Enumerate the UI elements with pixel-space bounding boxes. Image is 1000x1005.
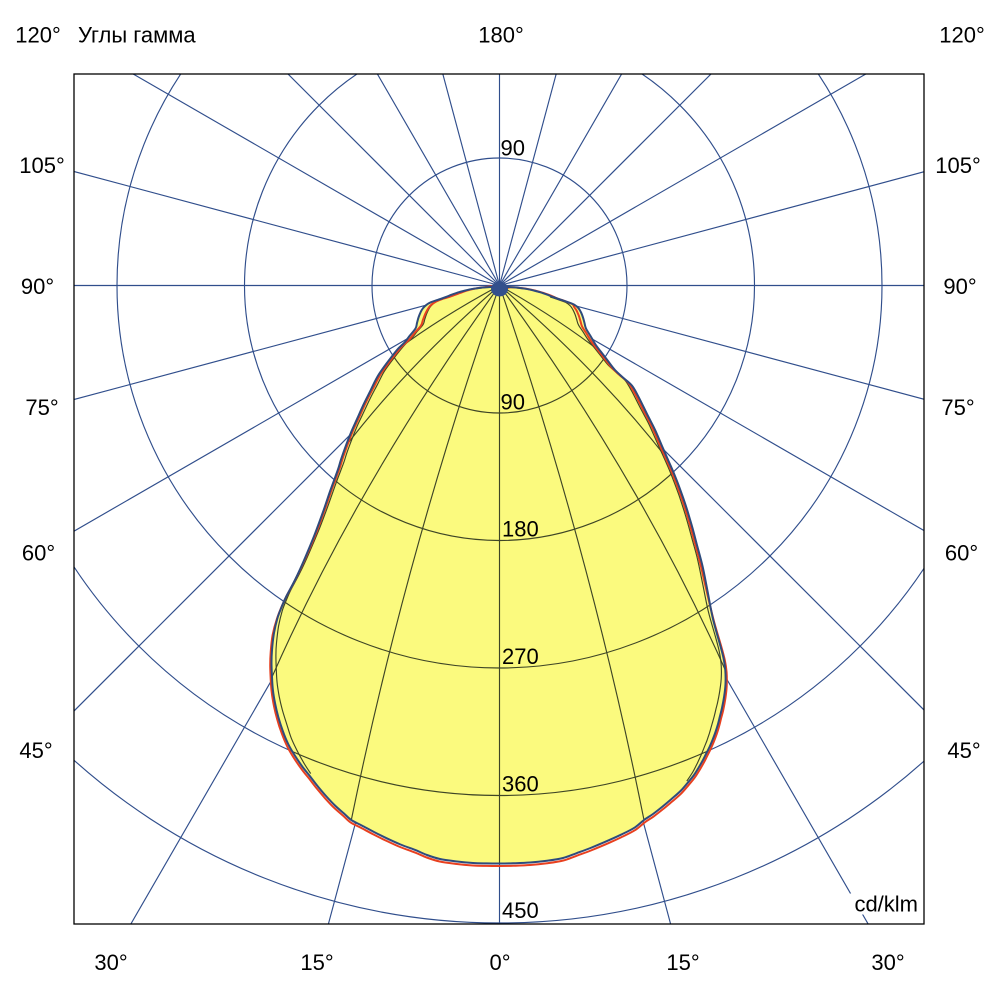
svg-text:60°: 60° bbox=[945, 541, 978, 566]
svg-text:15°: 15° bbox=[300, 950, 333, 975]
svg-text:cd/klm: cd/klm bbox=[854, 892, 918, 917]
svg-text:15°: 15° bbox=[666, 950, 699, 975]
svg-text:90: 90 bbox=[501, 390, 525, 415]
svg-text:60°: 60° bbox=[22, 541, 55, 566]
svg-text:120°: 120° bbox=[939, 23, 985, 48]
svg-text:45°: 45° bbox=[947, 738, 980, 763]
svg-text:45°: 45° bbox=[19, 738, 52, 763]
svg-text:450: 450 bbox=[502, 898, 539, 923]
svg-text:120°: 120° bbox=[15, 23, 61, 48]
svg-text:Углы гамма: Углы гамма bbox=[78, 23, 196, 48]
svg-text:30°: 30° bbox=[871, 950, 904, 975]
svg-text:90°: 90° bbox=[943, 274, 976, 299]
svg-text:105°: 105° bbox=[19, 153, 65, 178]
svg-text:90: 90 bbox=[501, 136, 525, 161]
svg-text:105°: 105° bbox=[935, 153, 981, 178]
svg-text:90°: 90° bbox=[21, 274, 54, 299]
svg-text:180: 180 bbox=[502, 517, 539, 542]
svg-text:180°: 180° bbox=[478, 23, 524, 48]
svg-text:0°: 0° bbox=[489, 950, 510, 975]
svg-text:270: 270 bbox=[502, 644, 539, 669]
svg-text:360: 360 bbox=[502, 772, 539, 797]
svg-text:30°: 30° bbox=[94, 950, 127, 975]
svg-text:75°: 75° bbox=[941, 395, 974, 420]
svg-text:75°: 75° bbox=[25, 395, 58, 420]
